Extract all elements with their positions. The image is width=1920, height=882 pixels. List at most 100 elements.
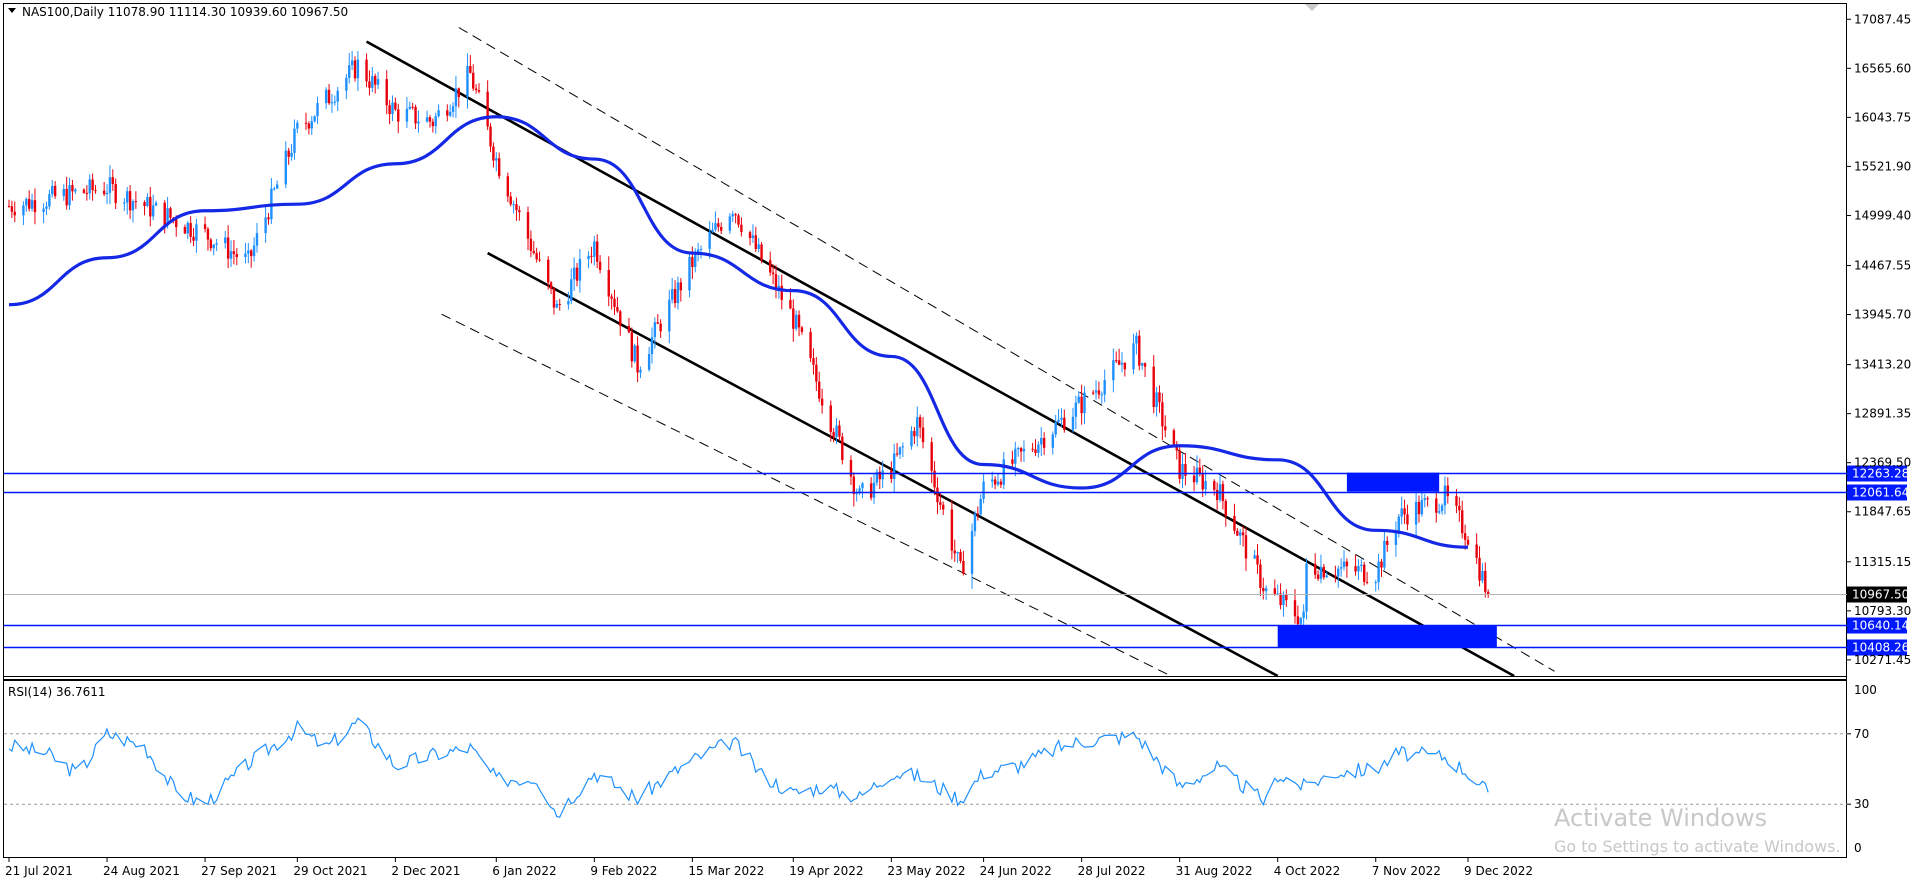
candle-body bbox=[593, 241, 596, 257]
candle-body bbox=[714, 223, 717, 230]
candle-body bbox=[1403, 508, 1406, 515]
candle-body bbox=[313, 116, 316, 122]
candle-body bbox=[1002, 459, 1005, 485]
candle-body bbox=[1276, 593, 1279, 595]
candle-body bbox=[123, 202, 126, 204]
moving-average bbox=[8, 115, 1469, 549]
current-price-badge bbox=[1847, 586, 1907, 603]
candle-body bbox=[1325, 575, 1328, 578]
candle-body bbox=[890, 470, 893, 480]
candle-body bbox=[1040, 437, 1043, 445]
candle-body bbox=[633, 345, 636, 362]
candle-body bbox=[183, 227, 187, 234]
candle-body bbox=[1461, 510, 1464, 534]
moving-average-line bbox=[8, 115, 1469, 549]
candle-body bbox=[94, 190, 97, 192]
candle-body bbox=[232, 251, 236, 255]
candle-body bbox=[356, 59, 360, 79]
candle-body bbox=[244, 253, 247, 258]
candle-body bbox=[163, 202, 166, 226]
candle-body bbox=[1354, 566, 1357, 572]
candle-body bbox=[30, 200, 34, 209]
candle-body bbox=[469, 66, 472, 73]
scroll-marker-icon[interactable] bbox=[1305, 4, 1319, 11]
candle-body bbox=[760, 244, 763, 261]
price-tick-label: 12369.50 bbox=[1854, 456, 1911, 470]
current-price-label: 10967.50 bbox=[1852, 588, 1909, 602]
candle-body bbox=[1120, 362, 1124, 365]
candle-body bbox=[820, 398, 824, 406]
candle-body bbox=[1014, 448, 1017, 464]
candle-body bbox=[472, 72, 475, 89]
candle-body bbox=[376, 79, 380, 85]
price-tick-label: 16565.60 bbox=[1854, 61, 1911, 75]
candle-body bbox=[688, 256, 691, 291]
price-tick-label: 13413.20 bbox=[1854, 358, 1911, 372]
candle-body bbox=[1143, 363, 1147, 367]
candle-body bbox=[408, 106, 411, 109]
candle-body bbox=[411, 106, 414, 108]
candle-body bbox=[388, 105, 391, 115]
candle-body bbox=[708, 232, 711, 249]
candle-body bbox=[10, 206, 14, 212]
candle-body bbox=[333, 101, 337, 103]
candle-body bbox=[1475, 544, 1478, 558]
candle-body bbox=[1435, 498, 1438, 513]
candle-body bbox=[457, 88, 461, 98]
price-tick-label: 10271.45 bbox=[1854, 653, 1911, 667]
candle-body bbox=[1486, 591, 1490, 595]
candle-body bbox=[497, 158, 501, 177]
candle-body bbox=[1484, 570, 1487, 592]
candle-body bbox=[916, 417, 919, 437]
candle-body bbox=[1100, 394, 1104, 396]
candle-body bbox=[1164, 426, 1167, 431]
candle-body bbox=[1117, 360, 1121, 365]
candle-body bbox=[350, 60, 354, 66]
candle-body bbox=[996, 481, 1000, 485]
candle-body bbox=[607, 269, 610, 297]
candle-body bbox=[627, 325, 631, 333]
candle-body bbox=[792, 308, 795, 329]
price-tick-label: 12891.35 bbox=[1854, 407, 1911, 421]
candle-body bbox=[1406, 514, 1409, 525]
time-tick-label: 31 Aug 2022 bbox=[1176, 864, 1253, 878]
candle-body bbox=[1123, 362, 1127, 370]
collapse-triangle-icon[interactable] bbox=[8, 8, 16, 13]
candle-body bbox=[676, 282, 680, 304]
candle-body bbox=[939, 502, 942, 505]
candle-body bbox=[425, 117, 429, 122]
price-tick-label: 13945.70 bbox=[1854, 308, 1911, 322]
candle-body bbox=[794, 314, 798, 329]
candle-body bbox=[1184, 464, 1187, 476]
candle-body bbox=[428, 117, 432, 122]
candle-body bbox=[875, 471, 879, 483]
candle-body bbox=[881, 470, 884, 480]
candle-body bbox=[933, 470, 936, 488]
candle-body bbox=[1083, 392, 1086, 414]
candle-body bbox=[1337, 568, 1340, 577]
candle-body bbox=[203, 224, 207, 229]
candle-body bbox=[529, 238, 533, 251]
candle-body bbox=[930, 442, 933, 471]
candle-body bbox=[1386, 540, 1389, 545]
candle-body bbox=[474, 88, 478, 91]
candle-body bbox=[1175, 444, 1178, 451]
candle-body bbox=[598, 261, 602, 270]
candle-body bbox=[691, 256, 694, 267]
rsi-label: RSI(14) 36.7611 bbox=[8, 685, 106, 699]
candle-body bbox=[711, 229, 714, 233]
candle-body bbox=[62, 188, 65, 197]
time-tick-label: 6 Jan 2022 bbox=[492, 864, 556, 878]
candle-body bbox=[754, 235, 758, 250]
candle-body bbox=[431, 121, 435, 127]
candle-body bbox=[596, 241, 599, 262]
price-axis: 17087.45 16565.60 16043.75 15521.90 14999.40… bbox=[1847, 12, 1911, 667]
rsi-level-30: 30 bbox=[1854, 797, 1869, 811]
candle-body bbox=[114, 183, 117, 204]
candle-body bbox=[247, 250, 250, 254]
candle-body bbox=[1273, 588, 1277, 594]
candle-body bbox=[1345, 561, 1349, 567]
candle-body bbox=[1262, 587, 1265, 592]
candle-body bbox=[166, 208, 169, 226]
time-tick-label: 24 Aug 2021 bbox=[103, 864, 180, 878]
